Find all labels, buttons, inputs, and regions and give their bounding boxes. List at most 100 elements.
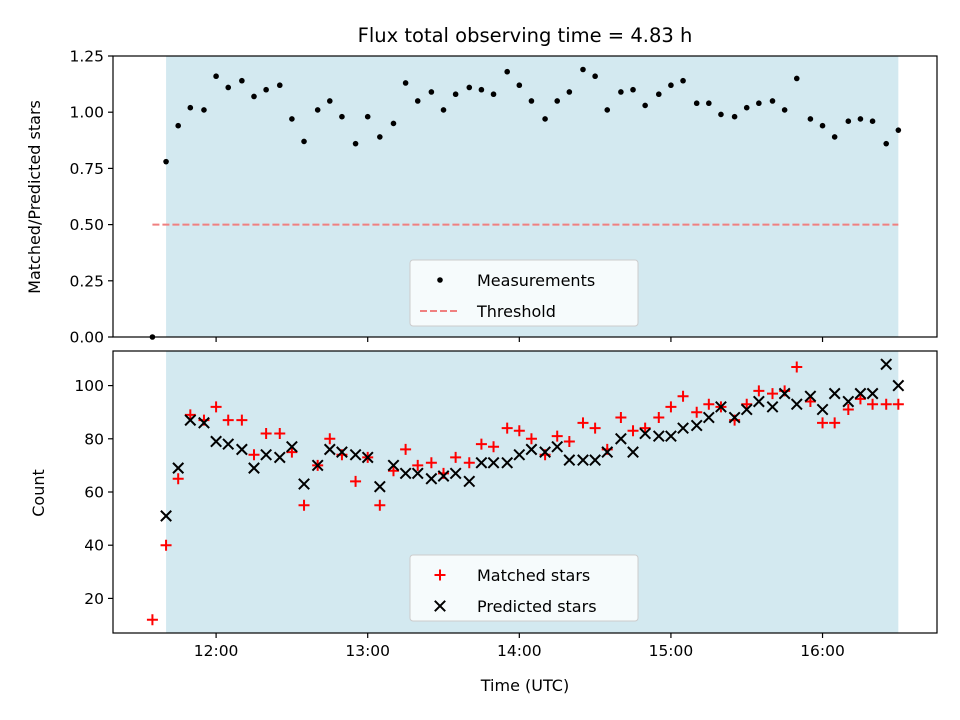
data-point <box>274 427 286 439</box>
data-point <box>740 403 753 416</box>
data-point <box>866 387 879 400</box>
data-point <box>892 379 905 392</box>
y-tick-label: 40 <box>84 537 104 555</box>
data-point <box>387 459 400 472</box>
data-point <box>731 113 738 120</box>
data-point <box>490 91 497 98</box>
data-point <box>753 385 765 397</box>
axes-frame <box>112 55 938 338</box>
data-point <box>475 438 487 450</box>
data-point <box>690 419 703 432</box>
data-point <box>412 459 424 471</box>
data-point <box>766 400 779 413</box>
x-tick-label: 15:00 <box>649 642 694 660</box>
series-measurements <box>149 66 902 340</box>
data-point <box>285 440 298 453</box>
top-panel: 0.00 0.25 0.50 0.75 1.00 1.25 Measurements Thre… <box>69 48 938 347</box>
data-point <box>539 446 551 459</box>
data-point <box>589 454 602 466</box>
data-point <box>551 430 563 442</box>
data-point <box>778 387 791 400</box>
data-point <box>314 107 321 113</box>
data-point <box>677 422 689 435</box>
data-point <box>428 89 435 95</box>
data-point <box>352 140 359 147</box>
data-point <box>791 361 803 373</box>
data-point <box>842 395 855 408</box>
data-point <box>336 446 348 459</box>
data-point <box>752 395 765 408</box>
data-point <box>201 107 207 113</box>
data-point <box>680 77 686 84</box>
data-point <box>702 411 715 424</box>
data-point <box>402 80 409 86</box>
data-point <box>184 414 197 427</box>
data-point <box>400 443 412 455</box>
data-point <box>718 111 724 118</box>
data-point <box>163 158 169 165</box>
data-point <box>790 398 803 411</box>
data-point <box>437 470 450 482</box>
y-tick-label: 100 <box>74 377 104 395</box>
legend: Measurements Threshold <box>409 259 639 327</box>
data-point <box>691 406 703 418</box>
data-point <box>390 120 397 127</box>
data-point <box>452 91 459 98</box>
data-point <box>831 134 838 140</box>
data-point <box>627 425 639 437</box>
data-point <box>222 438 235 451</box>
data-point <box>146 614 158 626</box>
y-tick-label: 0.00 <box>69 329 104 347</box>
data-point <box>842 404 854 416</box>
data-point <box>781 107 788 113</box>
data-point <box>160 510 172 522</box>
data-point <box>580 66 586 73</box>
data-point <box>804 396 816 408</box>
data-point <box>399 467 412 480</box>
data-point <box>387 465 399 477</box>
data-point <box>816 403 829 416</box>
data-point <box>213 73 219 80</box>
data-point <box>652 430 665 443</box>
y-tick-label: 0.75 <box>69 160 104 178</box>
data-point <box>273 451 286 464</box>
data-point <box>323 443 336 456</box>
data-point <box>475 456 488 469</box>
data-point <box>551 440 564 453</box>
data-point <box>411 467 424 480</box>
data-point <box>450 451 462 463</box>
data-point <box>542 116 548 122</box>
data-point <box>630 86 636 93</box>
bottom-panel: 20 40 60 80 100 12:00 13:00 14:00 15:00 16:00 Matc… <box>74 350 938 660</box>
legend-swatch <box>434 569 446 581</box>
data-point <box>528 98 535 104</box>
data-point <box>767 388 779 400</box>
bottom-y-axis-label: Count <box>29 469 48 517</box>
data-point <box>614 432 627 445</box>
data-point <box>895 127 902 133</box>
data-point <box>655 91 662 98</box>
data-point <box>236 414 248 426</box>
data-point <box>854 393 866 405</box>
y-tick-label: 80 <box>84 430 104 448</box>
data-point <box>604 107 611 113</box>
data-point <box>487 456 500 469</box>
y-tick-label: 20 <box>84 590 104 608</box>
data-point <box>425 457 437 469</box>
legend-swatch <box>437 277 443 283</box>
data-point <box>668 82 674 89</box>
data-point <box>592 73 598 80</box>
data-point <box>513 448 526 461</box>
data-point <box>198 416 210 429</box>
data-point <box>298 499 310 511</box>
data-point <box>327 98 333 104</box>
data-point <box>364 113 371 120</box>
data-point <box>187 104 194 111</box>
data-point <box>175 122 181 129</box>
data-point <box>653 412 665 424</box>
data-point <box>504 68 510 75</box>
series-predicted-stars <box>160 358 905 522</box>
data-point <box>513 425 525 437</box>
legend-entry: Measurements <box>477 271 595 290</box>
